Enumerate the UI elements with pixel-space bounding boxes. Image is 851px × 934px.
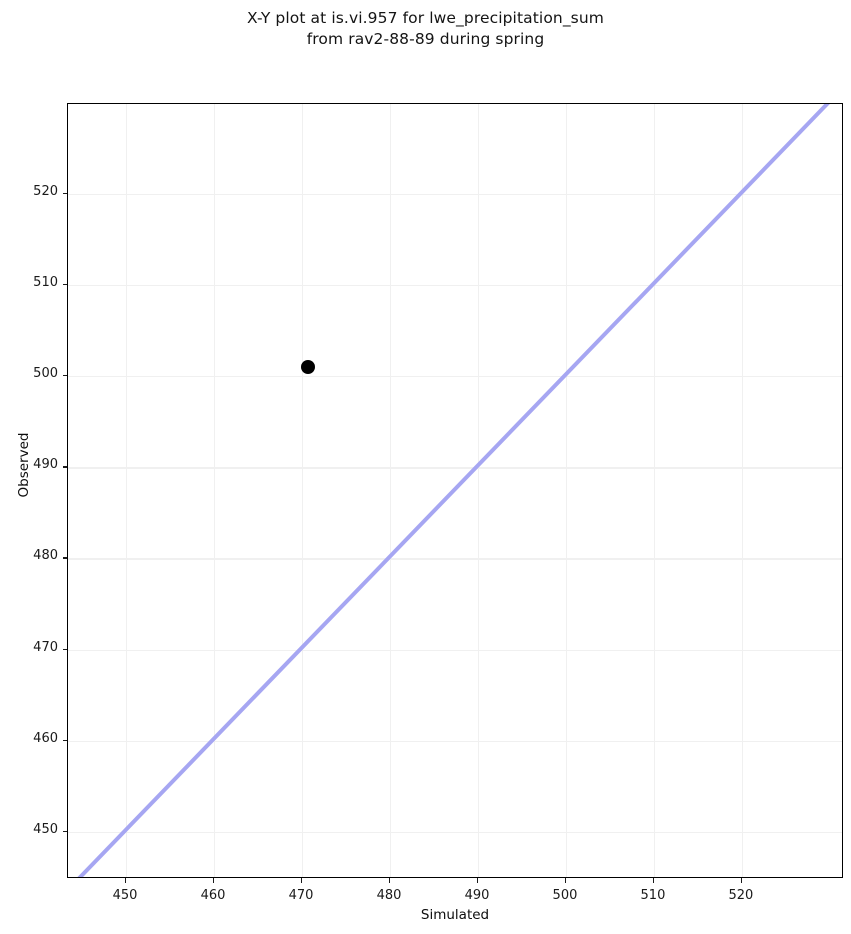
y-tick-label: 490	[33, 457, 58, 473]
x-axis-label: Simulated	[420, 907, 490, 923]
x-tick-label: 460	[200, 888, 226, 903]
gridline-horizontal	[68, 740, 842, 742]
y-tick-mark	[62, 193, 67, 195]
gridline-horizontal	[68, 376, 842, 378]
x-tick-mark	[564, 878, 567, 883]
gridline-vertical	[214, 104, 216, 877]
x-tick-label: 450	[112, 888, 138, 903]
gridline-vertical	[741, 104, 744, 877]
x-tick-mark	[213, 878, 215, 883]
y-tick-mark	[62, 830, 67, 832]
data-point[interactable]	[301, 360, 316, 375]
y-tick-label: 500	[33, 366, 58, 382]
y-tick-label: 480	[33, 548, 58, 564]
x-tick-label: 480	[376, 888, 402, 903]
y-tick-label: 450	[33, 821, 58, 837]
y-tick-label: 470	[33, 639, 58, 655]
y-tick-label: 510	[33, 275, 58, 291]
y-tick-mark	[62, 375, 67, 377]
gridline-horizontal	[68, 831, 842, 833]
y-axis-label: Observed	[16, 432, 32, 498]
gridline-horizontal	[68, 467, 842, 469]
y-tick-mark	[62, 739, 67, 741]
chart-title: X-Y plot at is.vi.957 for lwe_precipitat…	[247, 9, 604, 48]
x-tick-label: 470	[288, 888, 314, 903]
gridline-vertical	[302, 104, 304, 877]
x-tick-mark	[389, 878, 391, 883]
y-tick-mark	[62, 557, 67, 559]
x-tick-mark	[476, 878, 479, 883]
y-tick-label: 460	[33, 730, 58, 746]
one-to-one-reference-line	[68, 104, 842, 877]
x-tick-mark	[740, 878, 743, 883]
x-tick-mark	[652, 878, 655, 883]
x-tick-mark	[301, 878, 303, 883]
y-tick-mark	[62, 284, 67, 286]
y-tick-mark	[62, 466, 67, 468]
gridline-horizontal	[68, 285, 842, 287]
gridline-vertical	[477, 104, 480, 877]
x-tick-label: 500	[552, 888, 578, 903]
y-tick-mark	[62, 648, 67, 650]
gridline-vertical	[390, 104, 392, 877]
gridline-vertical	[653, 104, 656, 877]
gridline-horizontal	[68, 194, 842, 196]
x-tick-label: 520	[728, 888, 754, 903]
gridline-horizontal	[68, 649, 842, 651]
gridline-vertical	[126, 104, 128, 877]
x-tick-label: 510	[640, 888, 666, 903]
x-tick-label: 490	[464, 888, 490, 903]
plot-area[interactable]	[67, 103, 843, 878]
gridline-horizontal	[68, 558, 842, 560]
y-tick-label: 520	[33, 184, 58, 200]
gridline-vertical	[565, 104, 568, 877]
x-tick-mark	[125, 878, 127, 883]
